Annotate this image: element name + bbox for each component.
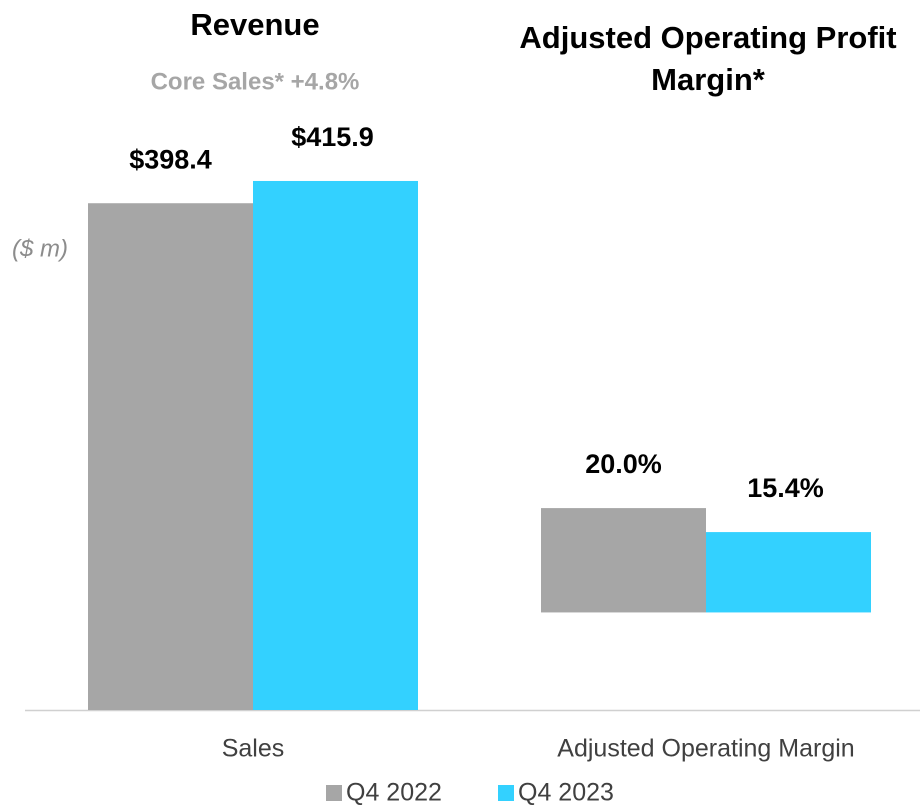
value-label: 20.0% <box>585 449 662 479</box>
bar <box>253 180 418 710</box>
bar <box>541 508 706 613</box>
unit-label: ($ m) <box>12 235 68 262</box>
bar <box>706 532 871 613</box>
chart-title: Adjusted Operating Profit Margin* <box>519 20 897 97</box>
x-tick-label: Adjusted Operating Margin <box>557 735 854 763</box>
legend-swatch <box>498 785 514 801</box>
chart-subtitle: Core Sales* +4.8% <box>151 68 360 95</box>
legend-swatch <box>326 785 342 801</box>
value-label: 15.4% <box>747 473 824 503</box>
chart-title: Revenue <box>190 7 320 42</box>
x-tick-label: Sales <box>222 735 285 763</box>
value-label: $398.4 <box>129 144 212 174</box>
value-label: $415.9 <box>291 122 374 152</box>
bar <box>88 203 253 710</box>
legend-label: Q4 2023 <box>518 779 614 805</box>
legend-label: Q4 2022 <box>346 779 442 805</box>
